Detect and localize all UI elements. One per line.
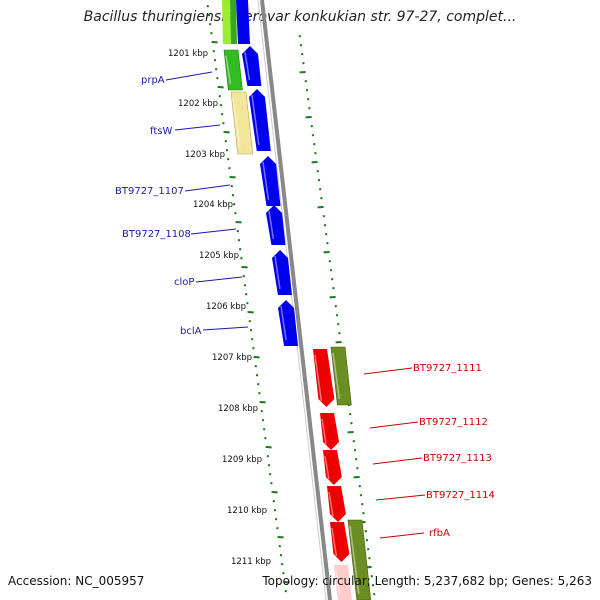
- gene-label: BT9727_1111: [413, 363, 482, 374]
- feature-highlight: [262, 161, 270, 201]
- gene-feature[interactable]: [230, 91, 254, 155]
- gene-label: rfbA: [429, 528, 450, 539]
- feature-highlight: [332, 352, 341, 400]
- gene-label: BT9727_1108: [122, 229, 191, 240]
- label-leader-line: [174, 124, 221, 131]
- label-leader-line: [195, 276, 243, 283]
- gene-feature[interactable]: [260, 156, 281, 206]
- gene-feature[interactable]: [330, 346, 352, 406]
- label-leader-line: [379, 532, 425, 539]
- gene-feature[interactable]: [313, 349, 335, 407]
- gene-feature[interactable]: [272, 250, 292, 295]
- feature-highlight: [232, 97, 241, 149]
- gene-feature[interactable]: [266, 205, 286, 245]
- kbp-label: 1202 kbp: [178, 99, 218, 109]
- gene-label: ftsW: [150, 126, 172, 137]
- label-leader-line: [202, 326, 249, 331]
- feature-track: [223, 46, 372, 600]
- kbp-label: 1203 kbp: [185, 150, 225, 160]
- kbp-label: 1210 kbp: [227, 506, 267, 516]
- gene-feature[interactable]: [323, 450, 342, 485]
- gene-feature[interactable]: [242, 46, 262, 86]
- kbp-label: 1211 kbp: [231, 557, 271, 567]
- accession-text: Accession: NC_005957: [8, 574, 145, 588]
- kbp-label: 1201 kbp: [168, 49, 208, 59]
- feature-highlight: [328, 491, 334, 517]
- label-leader-line: [190, 228, 237, 235]
- kbp-label: 1204 kbp: [193, 200, 233, 210]
- gene-feature[interactable]: [327, 486, 346, 522]
- feature-highlight: [274, 255, 281, 290]
- label-leader-line: [363, 367, 413, 375]
- kbp-label: 1205 kbp: [199, 251, 239, 261]
- gene-feature[interactable]: [249, 89, 271, 151]
- label-leader-line: [165, 71, 213, 81]
- gene-feature[interactable]: [330, 522, 350, 562]
- partial-features-top: [222, 0, 250, 44]
- kbp-label: 1209 kbp: [222, 455, 262, 465]
- gene-feature[interactable]: [347, 519, 372, 600]
- map-title: Bacillus thuringiensis serovar konkukian…: [83, 9, 517, 25]
- gene-feature[interactable]: [334, 565, 352, 600]
- feature-highlight: [280, 305, 287, 341]
- feature-highlight: [335, 570, 341, 595]
- gene-feature[interactable]: [278, 300, 299, 346]
- feature-highlight: [225, 55, 232, 85]
- kbp-label: 1208 kbp: [218, 404, 258, 414]
- backbone: [257, 0, 332, 600]
- gene-label: BT9727_1114: [426, 490, 495, 501]
- label-leader-line: [375, 494, 426, 501]
- feature-highlight: [321, 418, 327, 445]
- genome-summary-text: Topology: circular; Length: 5,237,682 bp…: [262, 574, 592, 588]
- kbp-label: 1207 kbp: [212, 353, 252, 363]
- gene-label: BT9727_1112: [419, 417, 488, 428]
- gene-label: BT9727_1113: [423, 453, 492, 464]
- feature-highlight: [268, 210, 275, 240]
- kbp-scale: 1201 kbp 1202 kbp 1203 kbp 1204 kbp 1205 kbp…: [168, 49, 271, 567]
- feature-highlight: [244, 51, 251, 81]
- label-leader-line: [369, 421, 419, 429]
- gene-feature[interactable]: [223, 49, 243, 91]
- feature-highlight: [349, 525, 360, 595]
- gene-label: cloP: [174, 277, 194, 288]
- kbp-label: 1206 kbp: [206, 302, 246, 312]
- gene-labels: prpA ftsW BT9727_1107 BT9727_1108 cloP bclA BT…: [115, 71, 495, 539]
- feature-highlight: [314, 354, 323, 402]
- feature-highlight: [251, 94, 260, 146]
- gene-label: prpA: [141, 75, 165, 86]
- label-leader-line: [372, 457, 423, 465]
- gene-label: BT9727_1107: [115, 186, 184, 197]
- gene-feature[interactable]: [320, 413, 340, 450]
- label-leader-line: [184, 184, 231, 192]
- feature-highlight: [324, 455, 330, 480]
- gene-label: bclA: [180, 326, 202, 337]
- feature-highlight: [331, 527, 338, 557]
